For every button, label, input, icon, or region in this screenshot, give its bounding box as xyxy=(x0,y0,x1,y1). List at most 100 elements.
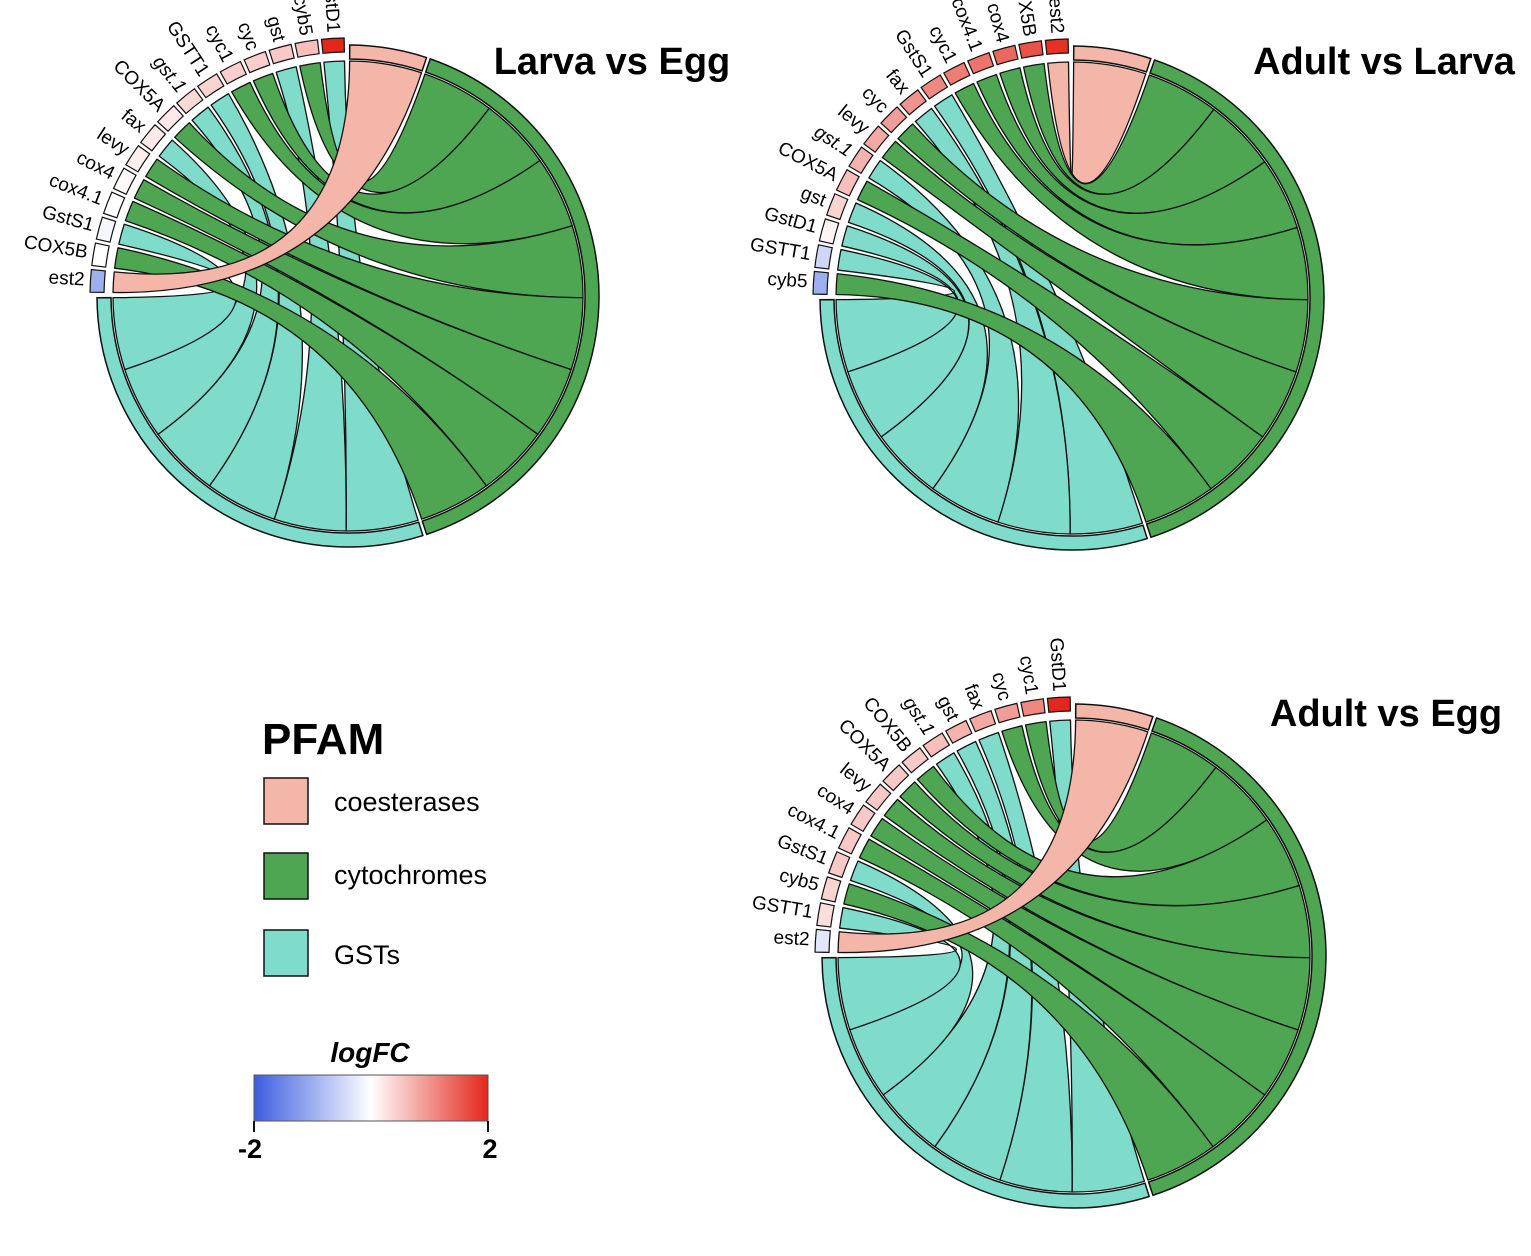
family-arc-coesterases xyxy=(1072,45,1152,73)
chord-link-cox4-1 xyxy=(858,838,1266,1148)
gene-segment-gst-1 xyxy=(848,146,874,175)
legend-label-coesterases: coesterases xyxy=(334,787,480,817)
chord-link-est2 xyxy=(1047,61,1147,184)
chord-links xyxy=(837,719,1311,1193)
family-arc-gsts xyxy=(819,298,1149,551)
family-arc-coesterases xyxy=(348,44,428,72)
gene-segment-cyc xyxy=(994,702,1021,724)
gene-segment-est2 xyxy=(1044,38,1069,55)
gene-segment-cox4 xyxy=(112,167,137,196)
colorbar-min-label: -2 xyxy=(238,1134,262,1164)
gene-label-cyb5: cyb5 xyxy=(777,865,821,896)
gene-segment-cox5b xyxy=(91,242,110,268)
gene-label-cyb5: cyb5 xyxy=(767,269,808,292)
gene-segment-cox4-1 xyxy=(966,51,995,75)
legend-title: PFAM xyxy=(262,715,384,764)
gene-label-fax: fax xyxy=(117,105,150,138)
chord-link-cox5a xyxy=(174,122,584,299)
chord-link-levy xyxy=(883,798,1311,1031)
gene-segment-fax xyxy=(899,89,928,116)
family-arc-gsts xyxy=(96,296,424,548)
colorbar-max-label: 2 xyxy=(482,1134,497,1164)
gene-segment-gstt1 xyxy=(196,73,225,99)
chord-link-cox5b xyxy=(1022,63,1215,195)
chord-link-cox5a xyxy=(899,781,1311,959)
gene-segment-gstd1 xyxy=(320,37,345,54)
legend-label-gsts: GSTs xyxy=(334,940,400,970)
gene-segment-cox4 xyxy=(850,804,876,833)
chord-link-cyb5 xyxy=(835,273,1212,523)
gene-segment-levy xyxy=(863,125,890,154)
chord-panel-larva-vs-egg: Larva vs Egg est2COX5BGstS1cox4.1cox4lev… xyxy=(22,0,731,548)
gene-segment-cyc xyxy=(880,106,908,134)
gene-segment-cox5b xyxy=(1018,40,1044,59)
colorbar-gradient xyxy=(253,1074,489,1122)
chord-panel-adult-vs-larva: Adult vs Larva cyb5GSTT1GstD1gstCOX5Agst… xyxy=(748,0,1516,551)
logfc-colorbar: logFC -2 2 xyxy=(238,1037,498,1164)
chord-link-cyc1 xyxy=(954,82,1309,301)
family-arc-gsts xyxy=(821,956,1151,1209)
gene-segment-cox5a xyxy=(835,168,860,197)
gene-label-est2: est2 xyxy=(48,267,85,290)
chord-link-cox5a xyxy=(856,180,1264,490)
gene-label-cyc1: cyc1 xyxy=(1015,654,1042,696)
legend-swatch-gsts xyxy=(263,929,309,977)
legend-swatch-cytochromes xyxy=(263,852,309,900)
pfam-legend: PFAM coesterases cytochromes GSTs xyxy=(262,715,487,977)
chord-link-cox5b xyxy=(916,765,1300,907)
gene-label-cyb5: cyb5 xyxy=(289,0,316,37)
chord-link-cox4-1 xyxy=(124,200,539,487)
gene-segment-gst xyxy=(825,192,849,221)
gene-segment-gst-1 xyxy=(175,87,204,115)
gene-segment-gst xyxy=(944,719,973,744)
gene-segment-cyb5 xyxy=(294,39,320,58)
gene-segment-cox5b xyxy=(901,747,930,774)
panel-title: Adult vs Egg xyxy=(1270,693,1502,735)
gene-segment-levy xyxy=(125,144,151,173)
gene-label-gstd1: GstD1 xyxy=(762,203,819,237)
gene-segment-cyc1 xyxy=(1020,698,1046,717)
gene-segment-gstd1 xyxy=(1046,696,1071,713)
gene-label-cox4: cox4 xyxy=(982,1,1013,46)
gene-segment-cyc1 xyxy=(942,61,971,86)
gene-segment-cyb5 xyxy=(820,876,842,903)
chord-link-gstt1 xyxy=(835,248,959,373)
gene-segment-gstt1 xyxy=(816,902,835,928)
gene-label-cyc: cyc xyxy=(857,83,892,118)
gene-label-fax: fax xyxy=(960,681,989,713)
chord-diagram: cyb5GSTT1GstD1gstCOX5Agst.1levycycfaxGst… xyxy=(748,0,1325,551)
gene-label-gsts1: GstS1 xyxy=(40,202,96,236)
panel-title: Adult vs Larva xyxy=(1253,41,1516,83)
chord-link-gst-1 xyxy=(868,159,1020,523)
gene-segment-cox5a xyxy=(882,764,910,792)
chord-link-levy xyxy=(145,158,584,371)
gene-label-cox5b: COX5B xyxy=(1009,0,1040,38)
gene-segment-cyc xyxy=(243,50,271,74)
family-arc-coesterases xyxy=(1074,703,1154,731)
gene-segment-est2 xyxy=(814,928,831,953)
gene-label-est2: est2 xyxy=(1044,0,1067,34)
gene-segment-gstt1 xyxy=(814,244,833,270)
chord-links xyxy=(835,61,1309,535)
chord-link-est2 xyxy=(837,719,1149,954)
gene-label-gstt1: GSTT1 xyxy=(750,892,814,923)
chord-link-cox5b xyxy=(114,247,488,520)
gene-label-gstd1: GstD1 xyxy=(319,0,343,33)
chord-link-cox4 xyxy=(999,67,1266,214)
legend-label-cytochromes: cytochromes xyxy=(334,860,487,890)
chord-link-cyc1 xyxy=(230,81,573,245)
gene-segment-fax xyxy=(139,123,167,152)
chord-panel-adult-vs-egg: Adult vs Egg est2GSTT1cyb5GstS1cox4.1cox… xyxy=(750,637,1502,1209)
gene-segment-cox5a xyxy=(156,104,185,133)
gene-label-est2: est2 xyxy=(773,927,810,950)
chord-link-cox4 xyxy=(870,817,1299,1096)
gene-segment-gsts1 xyxy=(95,216,117,243)
gene-segment-gsts1 xyxy=(827,850,851,879)
panel-title: Larva vs Egg xyxy=(494,41,731,83)
chord-diagram: est2COX5BGstS1cox4.1cox4levyfaxCOX5Agst.… xyxy=(22,0,600,548)
gene-label-gst: gst xyxy=(798,183,830,212)
gene-segment-cox4-1 xyxy=(102,191,126,219)
legend-swatch-coesterases xyxy=(263,777,309,825)
gene-segment-est2 xyxy=(89,268,106,293)
